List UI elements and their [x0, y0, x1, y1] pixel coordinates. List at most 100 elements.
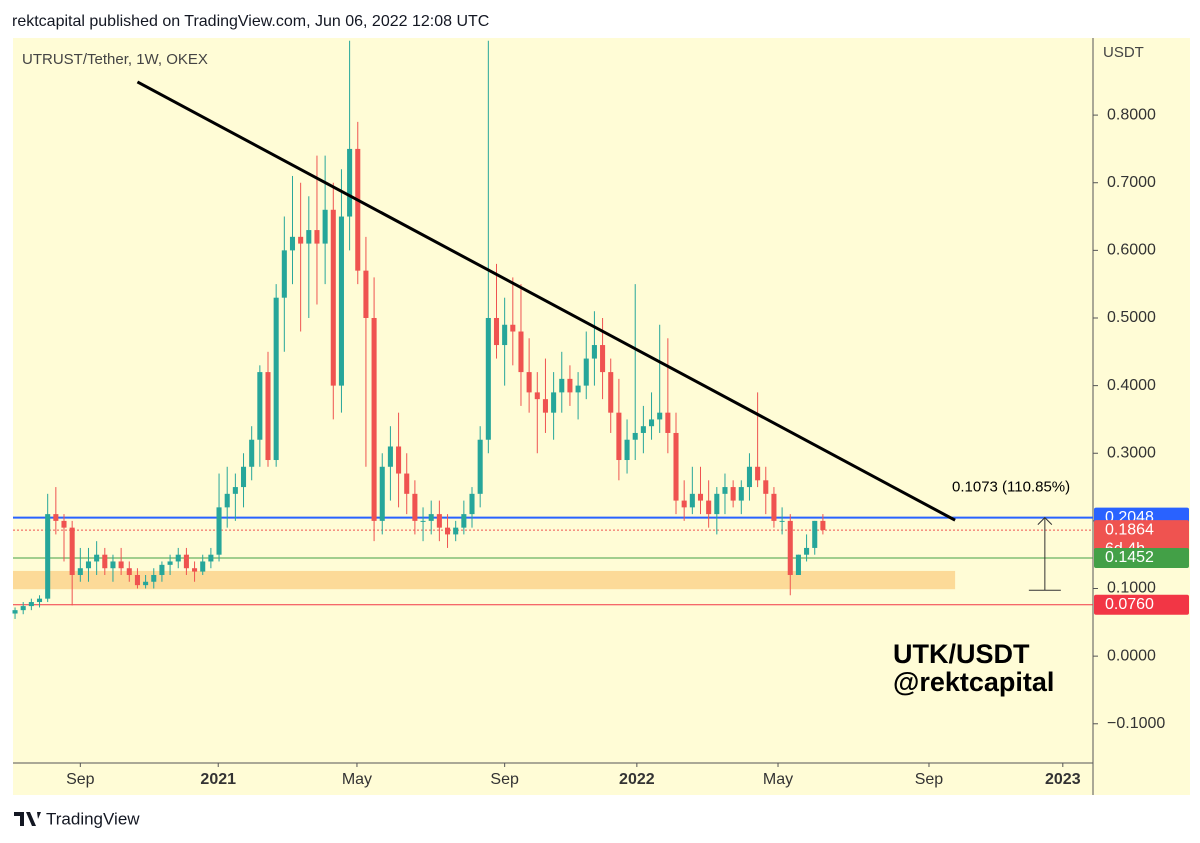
candle-body: [804, 547, 810, 555]
price-label: 0.1864: [1105, 521, 1154, 538]
y-tick-label: 0.6000: [1107, 242, 1156, 259]
candle-body: [371, 317, 377, 521]
symbol-title: UTRUST/Tether, 1W, OKEX: [22, 51, 208, 68]
candle-body: [306, 230, 312, 244]
candle-body: [600, 345, 606, 373]
y-tick-label: 0.5000: [1107, 309, 1156, 326]
candle-body: [461, 514, 467, 528]
candle-body: [583, 358, 589, 386]
candle-body: [53, 514, 59, 521]
candle-body: [510, 324, 516, 332]
x-tick-label: May: [763, 771, 793, 788]
candle-body: [200, 561, 206, 572]
candle-body: [673, 432, 679, 501]
x-tick-label: Sep: [490, 771, 519, 788]
candle-body: [657, 412, 663, 420]
watermark: @rektcapital: [893, 667, 1054, 697]
candle-body: [36, 598, 43, 603]
candle-body: [12, 610, 18, 614]
candle-body: [298, 236, 304, 244]
x-tick-label: 2021: [200, 771, 236, 788]
candle-body: [69, 527, 75, 575]
candle-body: [216, 507, 222, 555]
price-label-box: [1094, 594, 1189, 615]
x-tick-label: May: [342, 771, 372, 788]
candle-body: [363, 270, 369, 318]
candle-body: [151, 574, 157, 582]
candle-body: [469, 493, 475, 515]
candle-body: [428, 514, 434, 521]
candle-body: [224, 493, 230, 508]
candle-body: [183, 554, 189, 569]
candle-body: [485, 317, 491, 440]
candle-body: [722, 487, 728, 494]
candle-body: [763, 480, 769, 494]
candle-body: [249, 439, 255, 467]
candle-body: [159, 564, 165, 575]
candle-body: [355, 148, 361, 271]
candle-body: [526, 372, 532, 393]
candle-body: [20, 606, 26, 611]
y-tick-label: 0.3000: [1107, 444, 1156, 461]
candle-body: [192, 568, 198, 572]
candle-body: [330, 209, 336, 386]
candle-body: [567, 378, 573, 393]
measure-arrow: [1037, 516, 1053, 525]
candle-body: [445, 527, 451, 535]
candle-body: [779, 520, 785, 522]
candle-body: [681, 500, 687, 508]
trendline: [136, 80, 956, 522]
candle-body: [175, 554, 181, 562]
candle-body: [240, 466, 247, 488]
price-label-box: [1094, 547, 1189, 568]
candle-body: [208, 554, 214, 562]
x-tick-label: 2022: [619, 771, 655, 788]
candle-body: [338, 216, 344, 386]
candle-body: [404, 473, 410, 494]
candle-body: [314, 230, 320, 244]
candle-body: [167, 561, 173, 565]
y-tick-label: −0.1000: [1107, 715, 1165, 732]
logo-mark: [14, 812, 41, 826]
x-tick-label: Sep: [66, 771, 95, 788]
candle-body: [502, 324, 508, 346]
candle-body: [518, 331, 524, 373]
candle-body: [640, 426, 646, 433]
candle-body: [61, 520, 67, 528]
candle-body: [493, 317, 500, 346]
x-tick-label: Sep: [915, 771, 944, 788]
candle-body: [534, 392, 540, 400]
candle-body: [379, 466, 385, 521]
price-label: 0.1452: [1105, 549, 1154, 566]
candle-body: [453, 527, 459, 535]
candle-body: [697, 493, 704, 501]
chart-background: [13, 38, 1190, 795]
candle-body: [624, 439, 630, 461]
candle-body: [110, 561, 116, 569]
header: rektcapital published on TradingView.com…: [12, 13, 489, 30]
candle-body: [265, 372, 271, 461]
candle-body: [232, 487, 238, 494]
logo: [14, 812, 41, 826]
candle-body: [28, 602, 34, 607]
candle-body: [94, 554, 100, 562]
candle-body: [551, 392, 557, 413]
footer-brand: TradingView: [46, 809, 140, 828]
candle-body: [632, 432, 638, 440]
candle-body: [771, 493, 777, 521]
candle-body: [649, 419, 655, 427]
candle-body: [608, 372, 614, 413]
candle-body: [347, 148, 353, 217]
candle-body: [322, 209, 328, 244]
candle-body: [616, 412, 622, 461]
candle-body: [257, 372, 263, 440]
candle-body: [134, 574, 140, 586]
x-tick-label: 2023: [1045, 771, 1081, 788]
candle-body: [575, 385, 581, 393]
support-zone: [13, 570, 956, 590]
candle-body: [591, 345, 597, 359]
candle-body: [77, 568, 83, 575]
candle-body: [436, 514, 442, 528]
y-tick-label: 0.1000: [1107, 580, 1156, 597]
